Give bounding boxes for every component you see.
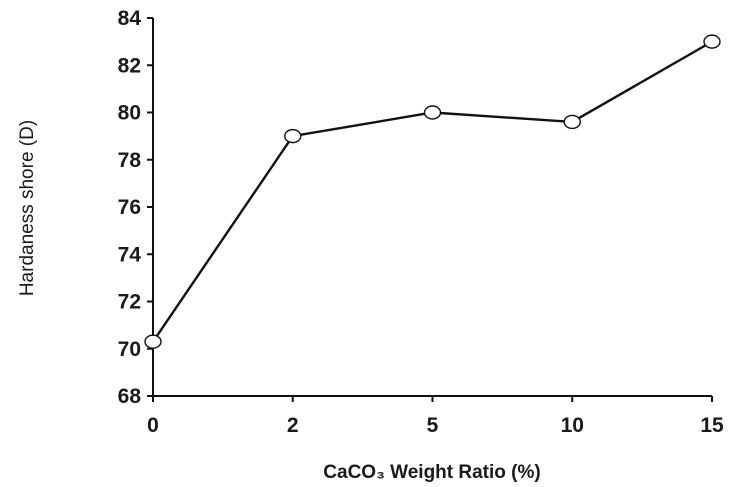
y-tick-label: 82 [118, 54, 141, 77]
y-tick-label: 76 [118, 196, 141, 219]
y-tick-label: 84 [118, 7, 142, 30]
y-axis-label: Hardaness shore (D) [17, 120, 38, 296]
x-axis-label: CaCO₃ Weight Ratio (%) [323, 462, 540, 483]
x-tick-label: 2 [287, 414, 299, 437]
y-tick-label: 74 [118, 243, 142, 266]
x-axis-ticks: 0 2 5 10 15 [147, 396, 724, 437]
y-axis-ticks: 68 70 72 74 76 78 80 82 84 [118, 7, 153, 408]
data-point [563, 114, 581, 130]
axes [152, 18, 712, 397]
series-line [152, 40, 713, 343]
y-tick-label: 68 [118, 385, 142, 408]
y-tick-label: 70 [118, 338, 141, 361]
data-point [144, 334, 162, 349]
series-group [144, 34, 721, 349]
data-point [703, 34, 721, 49]
x-tick-label: 0 [147, 414, 159, 437]
y-tick-label: 80 [118, 102, 141, 125]
y-tick-label: 72 [118, 291, 141, 314]
y-tick-label: 78 [118, 149, 142, 172]
x-tick-label: 15 [700, 414, 724, 437]
x-tick-label: 5 [427, 414, 439, 437]
data-point [284, 128, 302, 144]
x-tick-label: 10 [561, 414, 584, 437]
data-point [423, 105, 442, 120]
